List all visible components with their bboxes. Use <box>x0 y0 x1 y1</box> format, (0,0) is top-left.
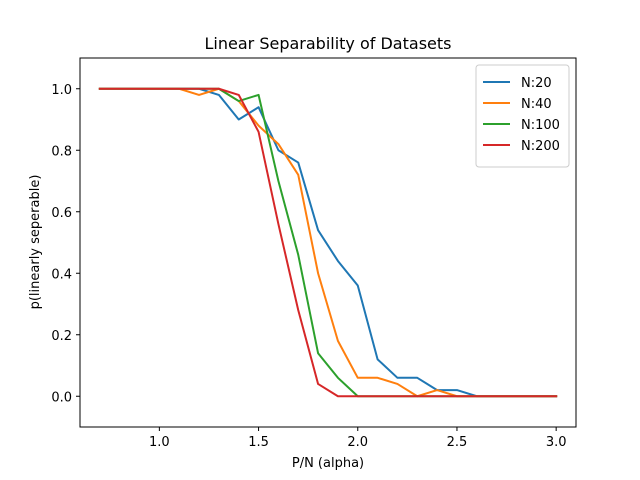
plot-lines <box>98 87 558 398</box>
x-tick-label: 2.0 <box>347 435 368 450</box>
y-tick-label: 0.2 <box>51 329 72 344</box>
legend-label-2: N:100 <box>521 118 560 133</box>
x-tick-label: 1.5 <box>248 435 269 450</box>
legend-label-0: N:20 <box>521 76 552 91</box>
y-axis: 0.0 0.2 0.4 0.6 0.8 1.0 <box>51 83 80 405</box>
x-tick-label: 3.0 <box>546 435 567 450</box>
plot-frame <box>79 57 577 428</box>
legend-label-3: N:200 <box>521 139 560 154</box>
y-tick-label: 0.8 <box>51 144 72 159</box>
x-axis-label: P/N (alpha) <box>292 456 364 471</box>
legend-box <box>475 64 570 168</box>
x-tick-label: 2.5 <box>447 435 468 450</box>
y-axis-label: p(linearly seperable) <box>28 175 43 310</box>
chart-title: Linear Separability of Datasets <box>205 34 452 53</box>
legend-label-1: N:40 <box>521 97 552 112</box>
y-tick-label: 0.4 <box>51 267 72 282</box>
y-tick-label: 0.6 <box>51 206 72 221</box>
series-line-3 <box>98 87 558 398</box>
legend: N:20 N:40 N:100 N:200 <box>475 64 570 168</box>
y-tick-label: 1.0 <box>51 83 72 98</box>
x-axis: 1.0 1.5 2.0 2.5 3.0 <box>149 427 567 450</box>
x-tick-label: 1.0 <box>149 435 170 450</box>
y-tick-label: 0.0 <box>51 390 72 405</box>
